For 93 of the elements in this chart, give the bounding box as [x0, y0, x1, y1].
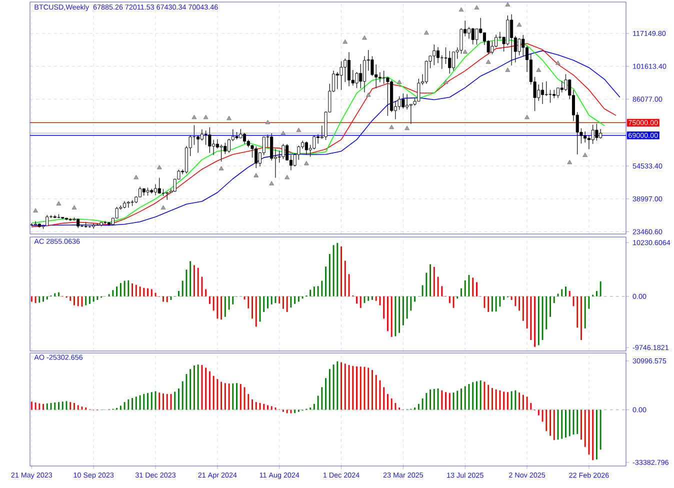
candlestick — [475, 28, 478, 45]
candlestick — [467, 26, 471, 39]
point — [134, 174, 139, 180]
candlestick — [510, 14, 514, 66]
point — [474, 5, 480, 10]
candlestick — [460, 28, 463, 54]
point — [254, 172, 259, 178]
candlestick — [386, 76, 390, 116]
candlestick — [370, 56, 374, 76]
candlestick — [402, 93, 405, 109]
candlestick — [254, 146, 258, 168]
candlestick — [444, 46, 448, 64]
point — [567, 160, 572, 164]
point — [536, 68, 542, 72]
point — [56, 201, 62, 206]
candlestick — [490, 41, 494, 55]
candlestick — [556, 87, 560, 98]
candlestick — [347, 52, 351, 87]
point — [304, 160, 309, 166]
point — [362, 35, 367, 40]
candlestick — [564, 74, 568, 92]
point — [156, 164, 162, 170]
candlestick — [204, 130, 208, 146]
candlestick — [518, 38, 521, 56]
point — [218, 166, 224, 170]
candlestick — [537, 84, 540, 102]
candlestick — [548, 90, 552, 104]
point — [524, 114, 530, 120]
point — [226, 116, 232, 120]
point — [192, 114, 197, 120]
candlestick — [312, 135, 316, 150]
point — [462, 49, 468, 54]
candlestick — [196, 135, 200, 154]
point — [203, 114, 208, 120]
point — [265, 120, 270, 124]
point — [404, 126, 410, 130]
point — [33, 208, 38, 212]
point — [396, 80, 402, 84]
point — [516, 22, 522, 27]
candlestick — [220, 144, 223, 162]
candlestick — [228, 138, 231, 154]
candlestick — [471, 28, 474, 45]
candlestick — [46, 214, 49, 226]
candlestick — [378, 72, 382, 83]
point — [342, 39, 348, 44]
point — [443, 80, 448, 84]
point — [486, 60, 491, 64]
candlestick — [595, 123, 598, 141]
candlestick — [541, 82, 544, 104]
point — [505, 2, 510, 6]
candlestick — [432, 44, 436, 66]
candlestick — [200, 129, 204, 141]
candlestick — [208, 127, 212, 154]
candlestick — [34, 220, 38, 226]
point — [269, 181, 274, 186]
point — [284, 174, 290, 180]
candlestick — [362, 56, 366, 93]
point — [556, 60, 560, 65]
point — [424, 30, 429, 35]
candlestick — [406, 94, 409, 110]
candlestick — [452, 51, 456, 71]
candlestick — [560, 80, 564, 93]
point — [296, 128, 302, 132]
candlestick — [436, 46, 440, 64]
candlestick — [216, 138, 219, 149]
candlestick — [584, 131, 587, 143]
candlestick — [409, 104, 412, 124]
candlestick — [304, 141, 308, 156]
point — [72, 205, 77, 210]
point — [458, 7, 464, 12]
candlestick — [282, 144, 285, 160]
candlestick — [599, 128, 602, 139]
point — [582, 152, 588, 157]
candlestick — [154, 184, 158, 196]
candlestick — [382, 70, 386, 84]
candlestick — [76, 218, 80, 228]
candlestick — [158, 177, 161, 194]
candlestick — [544, 81, 548, 96]
point — [389, 124, 394, 130]
point — [505, 68, 510, 72]
point — [366, 92, 371, 97]
candlestick — [344, 58, 347, 82]
candlestick — [340, 60, 343, 90]
candlestick — [224, 142, 227, 154]
candlestick — [355, 72, 358, 88]
candlestick — [417, 78, 420, 102]
point — [160, 205, 166, 210]
candlestick — [359, 64, 362, 89]
point — [280, 130, 286, 136]
candlestick — [270, 132, 274, 161]
candlestick — [448, 50, 452, 74]
candlestick — [242, 132, 246, 144]
candlestick — [239, 128, 242, 139]
